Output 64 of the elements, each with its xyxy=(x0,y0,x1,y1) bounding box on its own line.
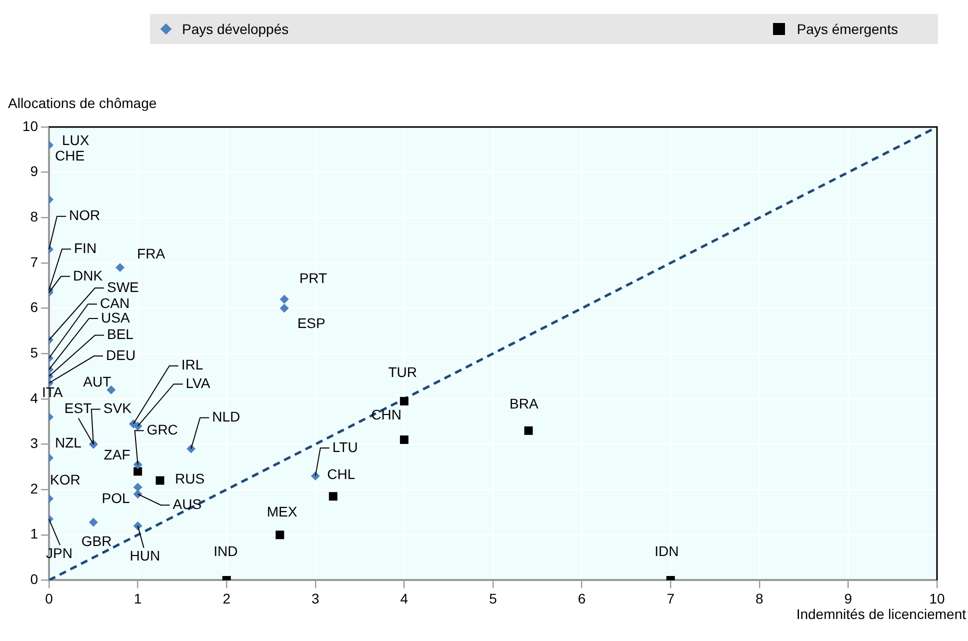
x-tick-label: 0 xyxy=(45,590,54,606)
y-tick-label: 1 xyxy=(30,526,38,542)
annotation: HUN xyxy=(130,548,160,564)
annotation: GBR xyxy=(81,533,112,550)
legend-label: Pays émergents xyxy=(796,21,898,37)
legend-label: Pays développés xyxy=(182,21,289,37)
y-tick-label: 0 xyxy=(30,571,38,588)
y-axis-title: Allocations de chômage xyxy=(8,94,157,111)
annotation: POL xyxy=(102,490,130,506)
annotation: SWE xyxy=(107,278,139,295)
annotation: CHE xyxy=(55,147,85,164)
annotation: TUR xyxy=(388,364,417,380)
y-tick-label: 9 xyxy=(30,163,38,180)
x-tick-label: 10 xyxy=(929,590,945,606)
annotation: IND xyxy=(214,543,238,560)
annotation: FRA xyxy=(137,245,166,262)
annotation: MEX xyxy=(266,504,298,520)
annotation: IRL xyxy=(181,356,204,373)
annotation: GRC xyxy=(146,421,178,438)
y-tick-label: 5 xyxy=(30,344,38,360)
x-tick-label: 1 xyxy=(134,590,142,606)
x-tick-label: 8 xyxy=(756,590,764,606)
annotation: ZAF xyxy=(104,446,130,462)
annotation: CHN xyxy=(371,406,402,423)
annotation: CHL xyxy=(327,466,356,482)
annotation: CAN xyxy=(100,294,130,311)
y-tick-label: 8 xyxy=(30,208,38,224)
annotation: LUX xyxy=(62,132,90,148)
x-tick-label: 5 xyxy=(489,590,498,606)
x-axis-title: Indemnités de licenciement xyxy=(796,606,966,622)
y-tick-label: 3 xyxy=(30,435,38,452)
y-tick-label: 4 xyxy=(30,390,38,406)
x-tick-label: 9 xyxy=(844,590,852,606)
annotation: KOR xyxy=(50,471,80,488)
annotation: SVK xyxy=(103,400,132,416)
annotation: USA xyxy=(101,309,130,326)
annotation: NOR xyxy=(69,207,100,224)
annotation: PRT xyxy=(299,270,328,286)
annotation: DEU xyxy=(106,346,136,363)
x-tick-label: 7 xyxy=(666,590,675,606)
y-tick-label: 10 xyxy=(22,118,38,134)
x-tick-label: 4 xyxy=(400,590,408,606)
x-tick-label: 3 xyxy=(312,590,320,606)
annotation: AUS xyxy=(172,496,202,512)
annotation: BRA xyxy=(510,396,539,412)
annotation: ESP xyxy=(297,315,326,332)
annotation: BEL xyxy=(107,326,134,342)
annotation: AUT xyxy=(83,374,112,390)
x-tick-label: 2 xyxy=(222,590,231,606)
annotation: LVA xyxy=(186,374,211,391)
y-tick-label: 7 xyxy=(30,254,38,270)
annotation: JPN xyxy=(46,544,72,561)
annotation: NZL xyxy=(55,434,82,451)
annotation: NLD xyxy=(212,408,240,425)
annotation: IDN xyxy=(654,543,679,560)
y-tick-label: 6 xyxy=(30,299,38,316)
annotation: LTU xyxy=(332,438,358,455)
x-tick-label: 6 xyxy=(578,590,586,606)
annotation: FIN xyxy=(74,240,97,256)
annotation: DNK xyxy=(73,267,104,284)
y-tick-label: 2 xyxy=(30,480,38,496)
annotation: EST xyxy=(64,400,92,416)
annotation: ITA xyxy=(42,384,64,400)
annotation: RUS xyxy=(175,470,205,486)
